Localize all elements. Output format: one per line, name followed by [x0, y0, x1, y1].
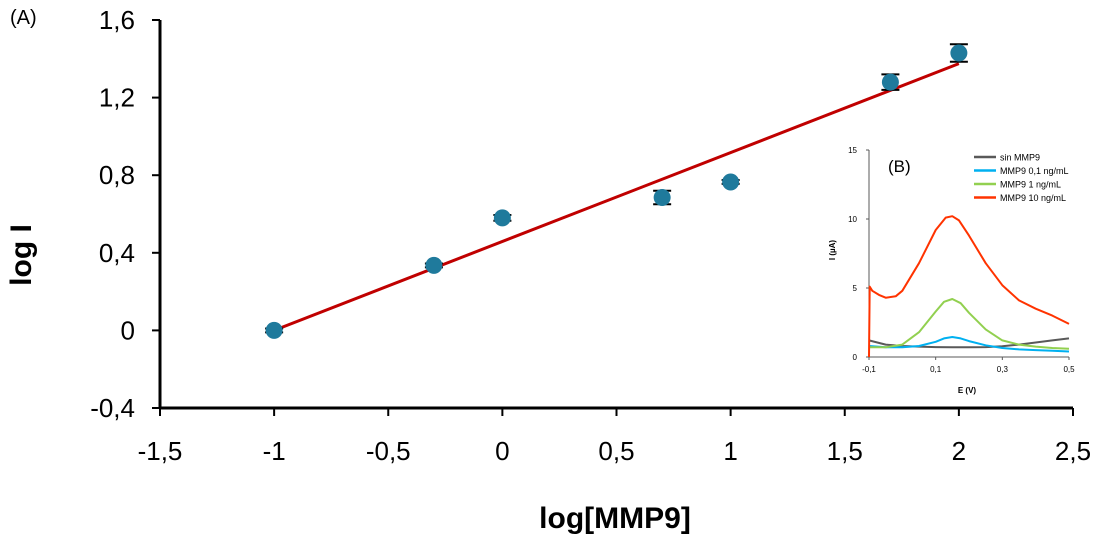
main-y-tick-label: 1,6 — [99, 5, 135, 35]
main-x-tick-label: -1,5 — [138, 436, 183, 466]
main-y-tick-label: 0 — [121, 315, 135, 345]
main-data-point — [653, 189, 671, 207]
main-data-point — [425, 256, 443, 274]
main-data-point — [493, 209, 511, 227]
inset-x-tick-label: -0,1 — [862, 365, 876, 374]
inset-y-tick-label: 10 — [848, 215, 857, 224]
main-x-tick-label: 2 — [952, 436, 966, 466]
main-y-tick-label: -0,4 — [90, 393, 135, 423]
inset-y-tick-label: 15 — [848, 146, 857, 155]
main-x-tick-label: -1 — [263, 436, 286, 466]
main-panel-label: (A) — [10, 7, 37, 29]
inset-y-tick-label: 5 — [853, 284, 858, 293]
inset-series-group — [868, 215, 1070, 358]
main-y-axis-title: log I — [5, 224, 38, 286]
inset-x-tick-label: 0,3 — [997, 365, 1009, 374]
main-x-tick-label: 2,5 — [1055, 436, 1091, 466]
main-y-tick-label: 1,2 — [99, 83, 135, 113]
inset-series-line — [868, 336, 1070, 353]
main-data-point — [265, 321, 283, 339]
main-x-tick-label: 1,5 — [827, 436, 863, 466]
inset-y-axis-title: I (µA) — [828, 240, 837, 260]
inset-panel-label: (B) — [888, 157, 911, 176]
main-x-tick-label: 1 — [723, 436, 737, 466]
main-x-tick-label: -0,5 — [366, 436, 411, 466]
inset-legend: sin MMP9 MMP9 0,1 ng/mL MMP9 1 ng/mL MMP9 1… — [974, 153, 1069, 203]
inset-legend-label: MMP9 10 ng/mL — [1000, 193, 1066, 203]
main-x-axis-title: log[MMP9] — [539, 502, 691, 535]
inset-series-line — [869, 298, 1070, 350]
main-fit-line-group — [273, 62, 960, 332]
inset-x-axis-title: E (V) — [958, 386, 977, 395]
inset-background — [836, 140, 1086, 402]
inset-series-line — [868, 215, 1070, 358]
inset-chart: (B) -0,1 0,1 0,3 0,5 0 5 10 15 sin MMP9 MMP9 0,1… — [828, 140, 1086, 402]
main-data-point — [950, 44, 968, 62]
main-y-tick-label: 0,8 — [99, 160, 135, 190]
main-data-point — [722, 173, 740, 191]
inset-legend-label: MMP9 1 ng/mL — [1000, 180, 1061, 190]
main-x-tick-label: 0 — [495, 436, 509, 466]
inset-legend-label: MMP9 0,1 ng/mL — [1000, 166, 1069, 176]
main-axes: -1,5 -1 -0,5 0 0,5 1 1,5 2 2,5 -0,4 0 0,4 0,8 1,2 1,6 — [90, 5, 1091, 466]
inset-axes: -0,1 0,1 0,3 0,5 0 5 10 15 — [848, 146, 1075, 374]
main-fit-line — [273, 62, 960, 332]
main-x-tick-label: 0,5 — [598, 436, 634, 466]
inset-x-tick-label: 0,5 — [1063, 365, 1075, 374]
inset-y-tick-label: 0 — [853, 353, 858, 362]
main-points-group — [265, 43, 968, 339]
inset-legend-label: sin MMP9 — [1000, 153, 1040, 163]
main-y-tick-label: 0,4 — [99, 238, 135, 268]
inset-series-line — [868, 337, 1070, 349]
inset-x-tick-label: 0,1 — [930, 365, 942, 374]
main-data-point — [881, 73, 899, 91]
main-chart: (A) -1,5 -1 -0,5 0 0,5 1 1,5 2 2,5 -0,4 0 0,4 0,8 1,2… — [5, 5, 1091, 535]
